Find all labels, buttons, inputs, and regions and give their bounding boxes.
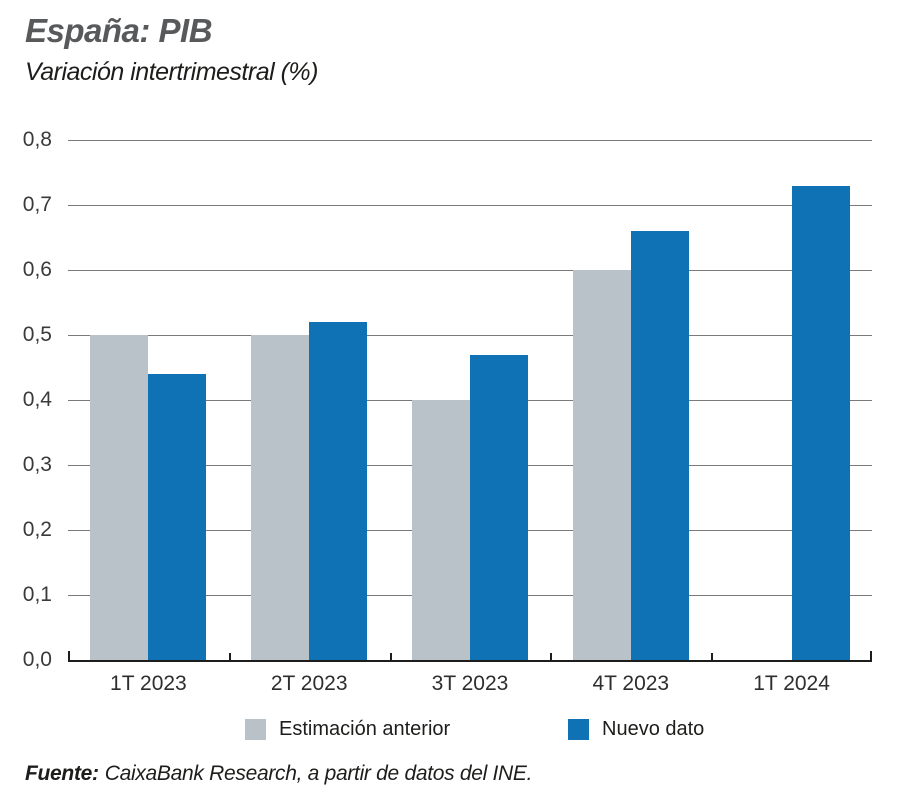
x-axis-tick-1 xyxy=(228,653,231,660)
x-axis-tick-2 xyxy=(389,653,392,660)
bar-estimacion-anterior-4t-2023 xyxy=(572,270,631,660)
chart-subtitle: Variación intertrimestral (%) xyxy=(25,58,318,86)
legend-label-estimacion-anterior: Estimación anterior xyxy=(279,718,451,740)
x-tick-label-1t-2023: 1T 2023 xyxy=(110,672,187,695)
legend-label-nuevo-dato: Nuevo dato xyxy=(602,718,705,740)
bar-estimacion-anterior-1t-2023 xyxy=(90,335,149,660)
chart-title: España: PIB xyxy=(25,12,213,49)
y-tick-label-0-5: 0,5 xyxy=(22,323,52,346)
legend-item-estimacion-anterior: Estimación anterior xyxy=(245,718,450,741)
y-tick-label-0-0: 0,0 xyxy=(22,648,52,671)
x-axis-tick-3 xyxy=(550,653,553,660)
y-axis-labels: 0,0 0,1 0,2 0,3 0,4 0,5 0,6 0,7 0,8 xyxy=(0,128,52,671)
legend-item-nuevo-dato: Nuevo dato xyxy=(568,718,704,741)
bar-nuevo-dato-2t-2023 xyxy=(309,322,368,660)
gridline-0-6 xyxy=(68,270,872,271)
source-text: CaixaBank Research, a partir de datos de… xyxy=(104,762,533,785)
x-tick-label-2t-2023: 2T 2023 xyxy=(270,672,348,695)
x-axis-tick-0 xyxy=(68,651,70,660)
y-tick-label-0-2: 0,2 xyxy=(22,518,52,541)
x-tick-label-1t-2024: 1T 2024 xyxy=(753,672,830,695)
bar-estimacion-anterior-3t-2023 xyxy=(412,400,470,660)
bar-nuevo-dato-4t-2023 xyxy=(630,231,689,660)
x-tick-label-4t-2023: 4T 2023 xyxy=(592,672,670,695)
plot-area xyxy=(68,140,872,662)
legend-swatch-gray xyxy=(245,719,266,740)
x-axis-line xyxy=(68,660,872,662)
y-tick-label-0-8: 0,8 xyxy=(22,128,52,151)
x-axis-tick-5 xyxy=(870,651,872,660)
source-label: Fuente: xyxy=(25,762,99,785)
bar-nuevo-dato-3t-2023 xyxy=(470,354,528,660)
bar-estimacion-anterior-2t-2023 xyxy=(251,335,310,660)
y-tick-label-0-1: 0,1 xyxy=(22,583,52,606)
gridline-0-7 xyxy=(68,205,872,206)
gridline-0-8 xyxy=(68,140,872,141)
y-tick-label-0-7: 0,7 xyxy=(22,193,52,216)
legend-swatch-blue xyxy=(568,719,589,740)
source-note: Fuente: CaixaBank Research, a partir de d… xyxy=(25,762,532,786)
x-tick-label-3t-2023: 3T 2023 xyxy=(431,672,509,695)
y-tick-label-0-3: 0,3 xyxy=(22,453,52,476)
y-tick-label-0-4: 0,4 xyxy=(22,388,52,411)
legend: Estimación anterior Nuevo dato xyxy=(0,718,900,750)
x-axis-tick-4 xyxy=(711,653,714,660)
bar-nuevo-dato-1t-2024 xyxy=(791,185,850,660)
x-axis-labels: 1T 2023 2T 2023 3T 2023 4T 2023 1T 2024 xyxy=(68,672,872,698)
gridline-0-5 xyxy=(68,335,872,336)
bar-nuevo-dato-1t-2023 xyxy=(148,374,207,660)
y-tick-label-0-6: 0,6 xyxy=(22,258,52,281)
